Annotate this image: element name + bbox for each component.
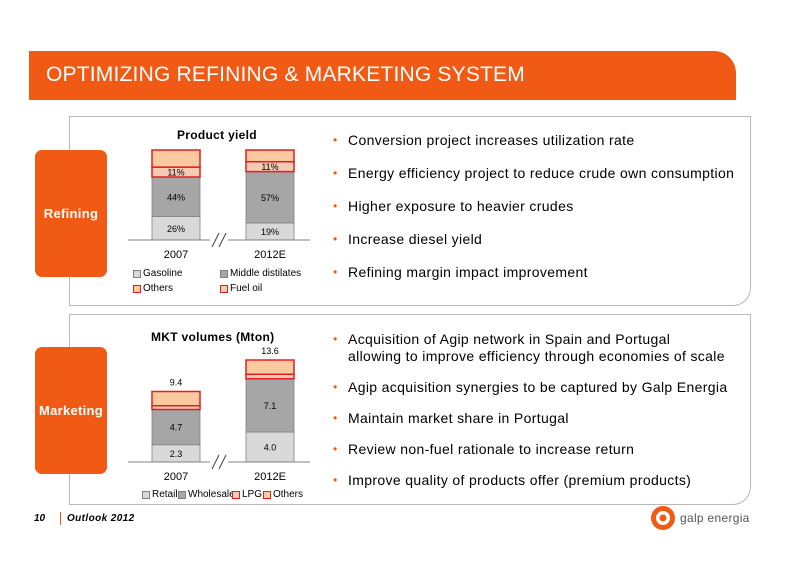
refining-bullets: Conversion project increases utilization… (333, 132, 734, 281)
axis-break (211, 454, 220, 470)
bar-segment (245, 149, 295, 163)
page-number: 10 (34, 513, 46, 524)
bar-segment (151, 149, 201, 168)
marketing-bullets: Acquisition of Agip network in Spain and… (333, 331, 728, 489)
list-item: Increase diesel yield (333, 231, 734, 248)
total-label: 13.6 (261, 346, 279, 356)
list-item-continuation: allowing to improve efficiency through e… (348, 348, 725, 364)
list-item: Acquisition of Agip network in Spain and… (333, 331, 728, 348)
tick-label: 2007 (164, 471, 188, 483)
data-label: 11% (261, 162, 278, 172)
legend-retail: Retail (142, 489, 178, 500)
galp-logo: galp energia (650, 505, 750, 531)
title-bar (29, 51, 736, 100)
list-item: Agip acquisition synergies to be capture… (333, 379, 728, 396)
tick-label: 2007 (164, 249, 188, 261)
list-item: Review non-fuel rationale to increase re… (333, 441, 728, 458)
marketing-tab: Marketing (35, 347, 107, 474)
bar-segment (151, 176, 201, 217)
bar-segment (245, 431, 295, 463)
refining-tab: Refining (35, 150, 107, 277)
list-item: Maintain market share in Portugal (333, 410, 728, 427)
axis-break (218, 232, 227, 248)
legend-others: Others (263, 489, 303, 500)
legend-fuel-oil: Fuel oil (220, 283, 262, 294)
footer-label: Outlook 2012 (67, 513, 135, 524)
mkt-volumes-title: MKT volumes (Mton) (151, 330, 275, 344)
legend-middle-distilates: Middle distilates (220, 268, 301, 279)
data-label: 26% (167, 224, 185, 234)
list-item: Energy efficiency project to reduce crud… (333, 165, 734, 182)
bar-segment (245, 359, 295, 375)
legend-others: Others (133, 283, 173, 294)
galp-logo-text: galp energia (680, 511, 750, 525)
data-label: 2.3 (170, 449, 183, 459)
bar-segment (245, 171, 295, 224)
list-item: Refining margin impact improvement (333, 264, 734, 281)
product-yield-chart: 26% 44% 11% 2007 19% 57% 11% 2012E (128, 149, 310, 261)
bar-segment (151, 390, 201, 407)
mkt-volumes-chart: 2.3 4.7 9.4 2007 4.0 7.1 13.6 2012E (128, 346, 310, 483)
list-item: Higher exposure to heavier crudes (333, 198, 734, 215)
data-label: 57% (261, 193, 279, 203)
page-title: OPTIMIZING REFINING & MARKETING SYSTEM (46, 63, 525, 86)
data-label: 4.7 (170, 423, 183, 433)
data-label: 44% (167, 192, 185, 202)
data-label: 4.0 (264, 443, 277, 453)
bar-segment (151, 409, 201, 446)
axis-break (218, 454, 227, 470)
bar-segment (245, 378, 295, 433)
total-label: 9.4 (170, 378, 183, 388)
legend-lpg: LPG (232, 489, 262, 500)
list-item: Conversion project increases utilization… (333, 132, 734, 149)
data-label: 19% (261, 227, 279, 237)
product-yield-title: Product yield (177, 128, 257, 142)
data-label: 7.1 (264, 401, 277, 411)
list-item: Improve quality of products offer (premi… (333, 472, 728, 489)
data-label: 11% (167, 168, 184, 178)
legend-wholesale: Wholesale (178, 489, 235, 500)
galp-logo-icon (651, 506, 675, 530)
tick-label: 2012E (254, 249, 286, 261)
footer-divider (60, 512, 61, 525)
tick-label: 2012E (254, 471, 286, 483)
legend-gasoline: Gasoline (133, 268, 182, 279)
axis-break (211, 232, 220, 248)
